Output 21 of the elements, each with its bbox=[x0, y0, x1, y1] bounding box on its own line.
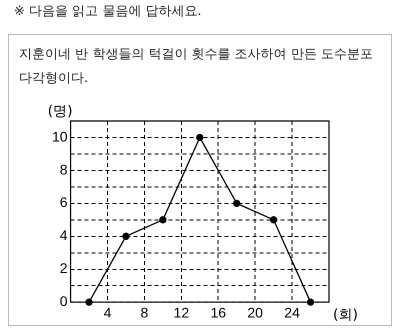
x-tick-label: 12 bbox=[174, 304, 190, 320]
point bbox=[159, 216, 167, 224]
x-tick-label: 20 bbox=[247, 304, 264, 320]
point bbox=[196, 134, 204, 142]
y-tick-label: 4 bbox=[60, 227, 68, 244]
y-tick-label: 8 bbox=[60, 161, 68, 178]
x-axis-title: (회) bbox=[333, 306, 358, 323]
y-tick-label: 2 bbox=[60, 260, 68, 276]
x-tick-label: 4 bbox=[104, 304, 112, 320]
y-axis-title: (명) bbox=[48, 104, 73, 120]
chart-subtitle: 지훈이네 반 학생들의 턱걸이 횟수를 조사하여 만든 도수분포 다각형이다. bbox=[19, 46, 374, 88]
y-tick-label: 10 bbox=[52, 128, 68, 144]
y-tick-label: 6 bbox=[60, 194, 68, 210]
y-tick-label: 0 bbox=[60, 293, 68, 310]
point bbox=[233, 200, 240, 208]
x-tick-label: 8 bbox=[140, 304, 149, 320]
point bbox=[270, 216, 278, 224]
x-tick-label: 16 bbox=[210, 304, 226, 320]
x-tick-label: 24 bbox=[284, 304, 300, 320]
point bbox=[122, 232, 130, 240]
chart-title: ※ 다음을 읽고 물음에 답하세요. bbox=[14, 3, 202, 20]
